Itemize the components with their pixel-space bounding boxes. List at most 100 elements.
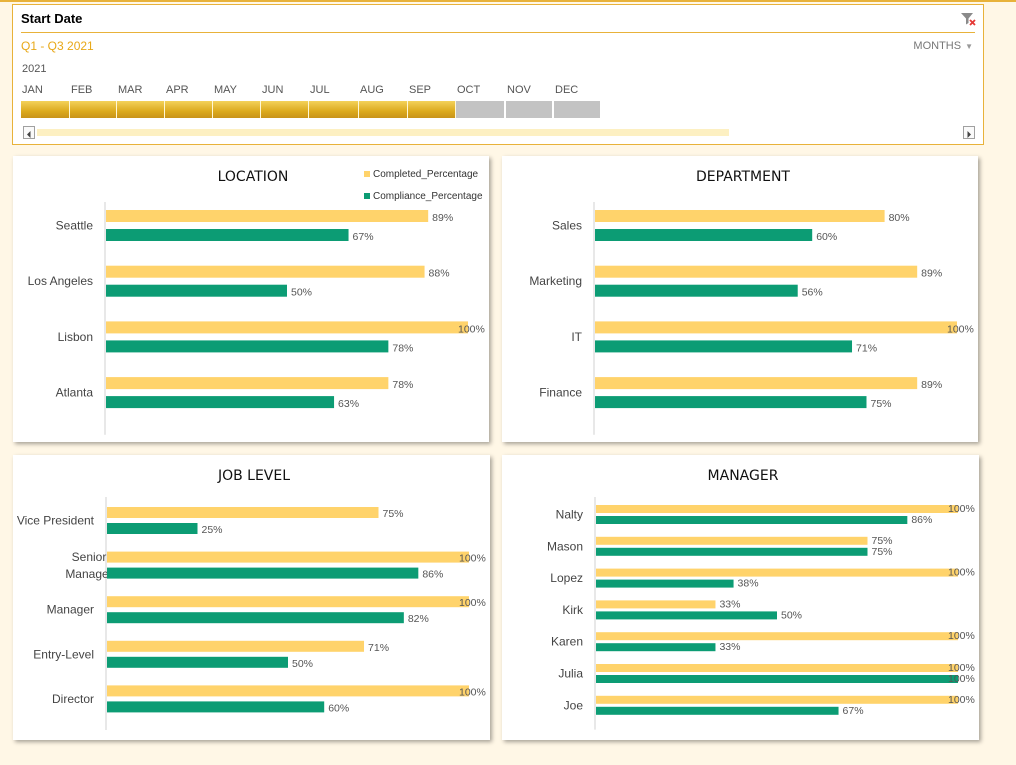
category-label: Senior Manager — [65, 550, 112, 581]
category-label: Sales — [552, 219, 582, 233]
scroll-right-arrow-icon[interactable] — [963, 126, 975, 139]
category-label: Mason — [547, 539, 583, 553]
month-tile-sep[interactable] — [408, 101, 456, 118]
compliance-value-label: 38% — [738, 578, 759, 590]
month-tile-jan[interactable] — [21, 101, 70, 118]
month-tile-nov[interactable] — [506, 101, 554, 118]
compliance-value-label: 100% — [948, 673, 975, 685]
completed-value-label: 100% — [948, 662, 975, 674]
slicer-separator — [21, 32, 975, 33]
completed-bar — [596, 695, 958, 704]
completed-bar — [595, 321, 957, 334]
month-label-mar: MAR — [118, 84, 143, 96]
time-level-value: MONTHS — [913, 40, 962, 52]
completed-bar — [107, 551, 469, 563]
category-label: Entry-Level — [33, 647, 94, 661]
completed-value-label: 33% — [719, 598, 740, 610]
completed-value-label: 88% — [429, 268, 450, 280]
compliance-bar — [106, 229, 349, 241]
compliance-bar — [106, 284, 287, 297]
compliance-value-label: 82% — [408, 613, 429, 625]
scroll-left-arrow-icon[interactable] — [23, 126, 35, 139]
month-tile-may[interactable] — [213, 101, 261, 118]
location-chart: LOCATION Completed_Percentage Compliance_P… — [28, 169, 485, 435]
completed-bar — [596, 664, 958, 672]
completed-bar — [107, 640, 365, 652]
compliance-value-label: 75% — [872, 546, 893, 558]
legend-label-compliance: Compliance_Percentage — [373, 191, 483, 202]
completed-value-label: 100% — [948, 694, 975, 706]
completed-value-label: 89% — [921, 379, 942, 391]
selected-range-label: Q1 - Q3 2021 — [21, 39, 94, 53]
completed-bar — [596, 632, 958, 641]
compliance-bar — [107, 656, 288, 668]
legend-label-completed: Completed_Percentage — [373, 169, 479, 180]
department-chart-title: DEPARTMENT — [696, 169, 790, 185]
completed-value-label: 100% — [948, 503, 975, 515]
location-chart-card: LOCATION Completed_Percentage Compliance_P… — [13, 156, 489, 442]
completed-bar — [106, 377, 389, 390]
compliance-value-label: 78% — [392, 342, 413, 354]
compliance-bar — [106, 340, 389, 353]
completed-bar — [596, 568, 958, 577]
timeline-scrollbar[interactable] — [37, 129, 729, 136]
compliance-bar — [107, 612, 404, 624]
category-label: Atlanta — [56, 386, 94, 400]
month-label-jul: JUL — [310, 84, 330, 96]
compliance-value-label: 60% — [328, 702, 349, 714]
compliance-bar — [107, 567, 419, 579]
month-tile-oct[interactable] — [456, 101, 506, 118]
month-tile-jun[interactable] — [261, 101, 309, 118]
year-label: 2021 — [22, 63, 47, 75]
category-label: Vice President — [17, 514, 95, 528]
chevron-down-icon: ▼ — [965, 42, 973, 51]
compliance-value-label: 67% — [843, 705, 864, 717]
month-tile-aug[interactable] — [359, 101, 408, 118]
start-date-timeline-slicer[interactable]: Start Date Q1 - Q3 2021 MONTHS ▼ 2021 JAN… — [12, 4, 984, 145]
category-label: Director — [52, 692, 94, 706]
completed-value-label: 100% — [459, 553, 486, 565]
completed-value-label: 100% — [458, 323, 485, 335]
compliance-value-label: 60% — [816, 231, 837, 243]
clear-filter-icon[interactable] — [959, 10, 977, 28]
category-label: Karen — [551, 635, 583, 649]
compliance-bar — [595, 340, 853, 353]
completed-bar — [107, 596, 469, 608]
department-chart-card: DEPARTMENT Sales 80% 60% Marketing 89% 56% IT 10… — [502, 156, 978, 442]
compliance-value-label: 50% — [781, 609, 802, 621]
completed-bar — [107, 685, 469, 697]
completed-value-label: 75% — [383, 508, 404, 520]
manager-chart-title: MANAGER — [708, 468, 779, 484]
compliance-bar — [596, 675, 958, 683]
completed-bar — [107, 507, 379, 518]
job-level-chart-card: JOB LEVEL Vice President 75% 25% Senior Manag… — [13, 455, 490, 740]
completed-value-label: 78% — [392, 379, 413, 391]
slicer-title: Start Date — [21, 11, 83, 26]
compliance-value-label: 63% — [338, 398, 359, 410]
compliance-value-label: 86% — [911, 514, 932, 526]
category-label: Joe — [564, 698, 584, 712]
completed-value-label: 75% — [872, 535, 893, 547]
job-level-chart: JOB LEVEL Vice President 75% 25% Senior Manag… — [17, 468, 486, 730]
month-tile-mar[interactable] — [117, 101, 165, 118]
month-label-apr: APR — [166, 84, 189, 96]
manager-chart-card: MANAGER Nalty 100% 86% Mason 75% 75% Lopez 100% 3… — [502, 455, 979, 740]
month-tile-feb[interactable] — [70, 101, 117, 118]
month-tile-apr[interactable] — [165, 101, 213, 118]
month-label-may: MAY — [214, 84, 238, 96]
completed-value-label: 100% — [948, 567, 975, 579]
completed-bar — [595, 377, 918, 390]
month-tile-jul[interactable] — [309, 101, 359, 118]
compliance-bar — [596, 547, 868, 556]
time-level-dropdown[interactable]: MONTHS ▼ — [913, 40, 973, 52]
legend-swatch-compliance — [364, 193, 370, 199]
compliance-bar — [595, 229, 813, 241]
completed-value-label: 100% — [948, 630, 975, 642]
month-label-jun: JUN — [262, 84, 284, 96]
category-label: Nalty — [556, 508, 583, 522]
completed-bar — [596, 600, 716, 609]
compliance-value-label: 50% — [291, 287, 312, 299]
month-tile-dec[interactable] — [554, 101, 602, 118]
compliance-bar — [106, 396, 335, 409]
category-label: Kirk — [562, 603, 584, 617]
